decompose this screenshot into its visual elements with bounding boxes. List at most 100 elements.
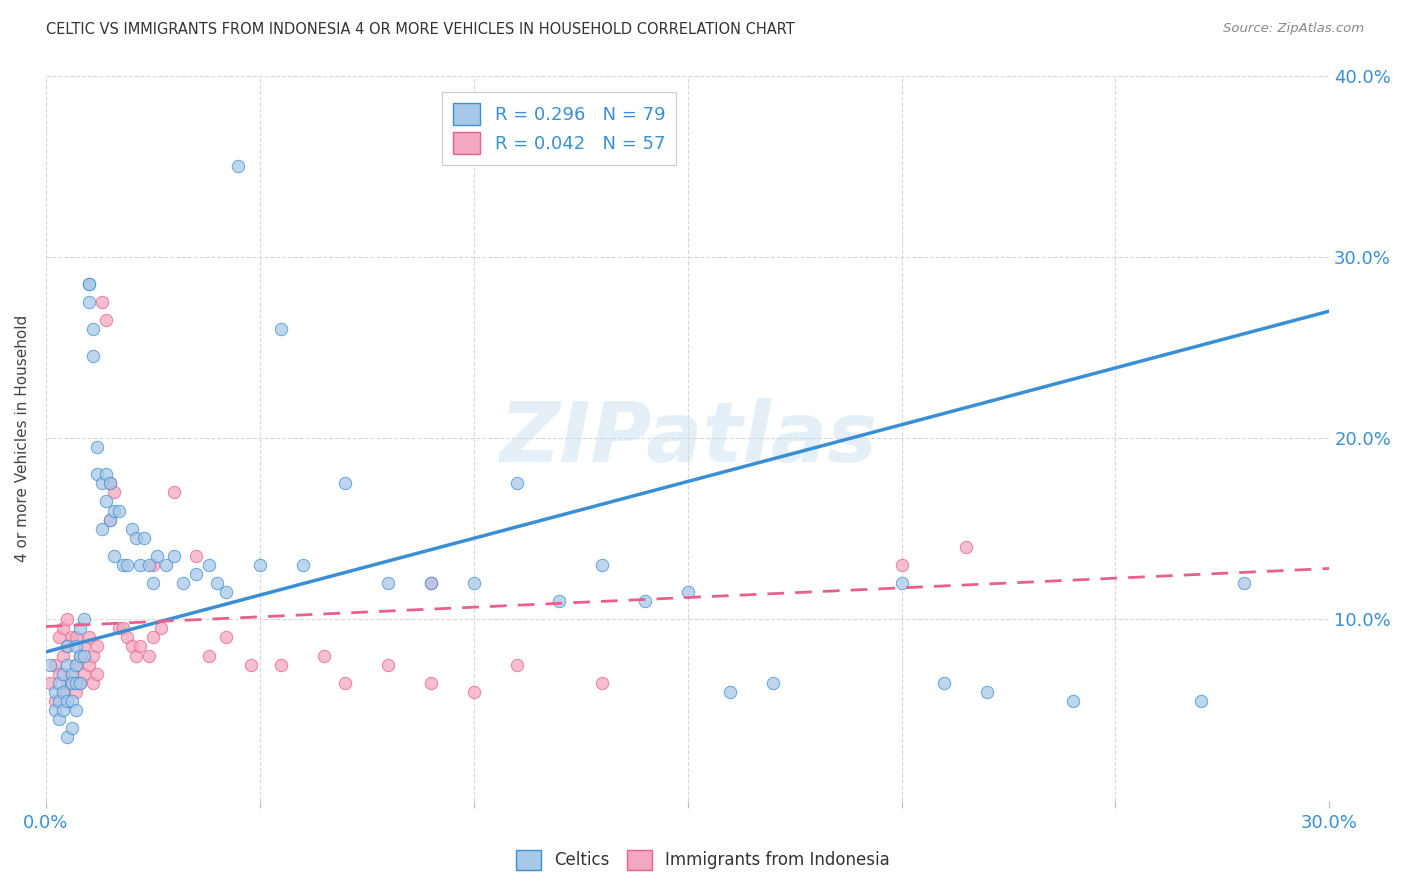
Point — [48, 631, 70, 645]
Point — [73, 612, 96, 626]
Point — [82, 648, 104, 663]
Point — [103, 549, 125, 563]
Point — [184, 566, 207, 581]
Point — [163, 485, 186, 500]
Point — [52, 685, 75, 699]
Point — [312, 648, 335, 663]
Point — [505, 657, 527, 672]
Point — [44, 685, 66, 699]
Point — [56, 640, 79, 654]
Point — [52, 648, 75, 663]
Point — [1189, 694, 1212, 708]
Point — [548, 594, 571, 608]
Point — [94, 467, 117, 482]
Point — [249, 558, 271, 572]
Point — [125, 648, 148, 663]
Point — [197, 648, 219, 663]
Point — [98, 476, 121, 491]
Point — [56, 640, 79, 654]
Point — [52, 666, 75, 681]
Point — [890, 558, 912, 572]
Point — [634, 594, 657, 608]
Point — [82, 350, 104, 364]
Point — [155, 558, 177, 572]
Point — [420, 576, 443, 591]
Point — [86, 467, 108, 482]
Point — [52, 685, 75, 699]
Point — [65, 703, 87, 717]
Point — [86, 440, 108, 454]
Point — [65, 631, 87, 645]
Point — [39, 675, 62, 690]
Point — [111, 621, 134, 635]
Point — [420, 675, 443, 690]
Point — [163, 549, 186, 563]
Legend: R = 0.296   N = 79, R = 0.042   N = 57: R = 0.296 N = 79, R = 0.042 N = 57 — [443, 92, 676, 165]
Point — [270, 322, 292, 336]
Point — [103, 503, 125, 517]
Point — [146, 549, 169, 563]
Point — [125, 531, 148, 545]
Point — [270, 657, 292, 672]
Point — [94, 494, 117, 508]
Point — [82, 675, 104, 690]
Point — [65, 657, 87, 672]
Point — [69, 675, 91, 690]
Point — [73, 640, 96, 654]
Point — [60, 666, 83, 681]
Point — [60, 675, 83, 690]
Point — [197, 558, 219, 572]
Point — [1062, 694, 1084, 708]
Text: ZIPatlas: ZIPatlas — [499, 398, 876, 478]
Point — [90, 476, 112, 491]
Point — [1233, 576, 1256, 591]
Point — [172, 576, 194, 591]
Point — [48, 666, 70, 681]
Point — [111, 558, 134, 572]
Point — [65, 657, 87, 672]
Point — [142, 576, 165, 591]
Point — [48, 712, 70, 726]
Point — [48, 694, 70, 708]
Point — [117, 631, 139, 645]
Point — [291, 558, 314, 572]
Point — [134, 531, 156, 545]
Point — [228, 159, 250, 173]
Point — [335, 675, 357, 690]
Point — [150, 621, 173, 635]
Point — [60, 631, 83, 645]
Point — [240, 657, 263, 672]
Point — [121, 522, 143, 536]
Point — [65, 685, 87, 699]
Text: CELTIC VS IMMIGRANTS FROM INDONESIA 4 OR MORE VEHICLES IN HOUSEHOLD CORRELATION : CELTIC VS IMMIGRANTS FROM INDONESIA 4 OR… — [46, 22, 796, 37]
Point — [90, 295, 112, 310]
Point — [129, 640, 152, 654]
Point — [56, 675, 79, 690]
Point — [205, 576, 228, 591]
Point — [129, 558, 152, 572]
Point — [56, 730, 79, 744]
Point — [56, 694, 79, 708]
Point — [676, 585, 699, 599]
Point — [77, 631, 100, 645]
Point — [377, 576, 399, 591]
Point — [52, 703, 75, 717]
Point — [65, 675, 87, 690]
Point — [98, 512, 121, 526]
Point — [86, 640, 108, 654]
Point — [377, 657, 399, 672]
Point — [65, 640, 87, 654]
Point — [463, 685, 485, 699]
Point — [142, 558, 165, 572]
Point — [77, 295, 100, 310]
Point — [142, 631, 165, 645]
Point — [138, 558, 160, 572]
Point — [420, 576, 443, 591]
Point — [77, 277, 100, 291]
Point — [69, 648, 91, 663]
Point — [976, 685, 998, 699]
Point — [184, 549, 207, 563]
Point — [73, 648, 96, 663]
Point — [955, 540, 977, 554]
Point — [44, 694, 66, 708]
